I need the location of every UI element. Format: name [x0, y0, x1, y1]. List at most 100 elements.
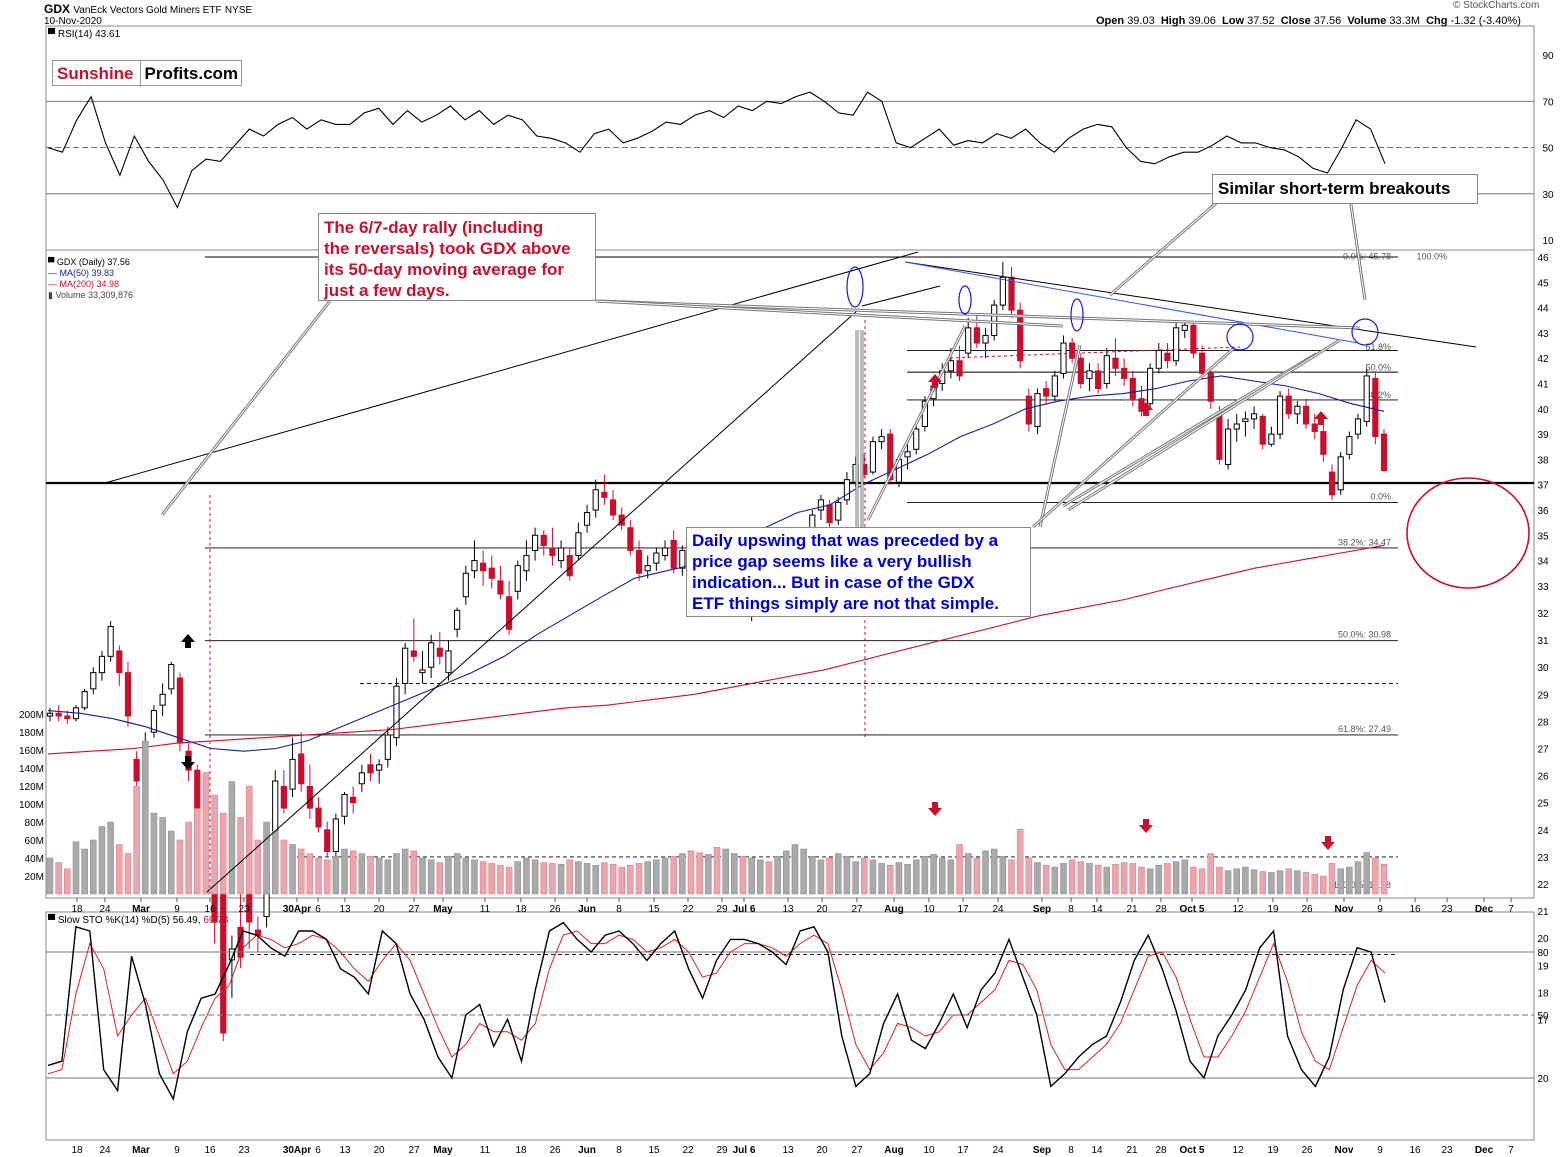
candle-body — [670, 539, 677, 569]
volume-bar — [194, 808, 201, 895]
price-tick-label: 25 — [1537, 799, 1549, 810]
volume-bar — [765, 861, 773, 895]
date-tick-label: 7 — [1508, 1145, 1514, 1156]
candle-body — [1320, 431, 1327, 455]
date-tick-label: 27 — [408, 1145, 420, 1156]
fib-level-label: 61.8%: 27.49 — [1338, 724, 1391, 734]
annotation-breakouts: Similar short-term breakouts — [1212, 174, 1478, 204]
volume-bar — [289, 844, 296, 895]
candle-body — [506, 596, 513, 630]
candle-body — [462, 572, 469, 598]
volume-bar — [575, 861, 582, 895]
volume-bar — [358, 853, 366, 895]
candle-body — [350, 796, 357, 804]
candle-body — [90, 672, 97, 690]
volume-bar — [739, 855, 747, 895]
date-tick-label: 29 — [716, 904, 728, 915]
candle-body — [999, 276, 1006, 306]
volume-bar — [228, 781, 236, 895]
date-tick-label: Jul 6 — [733, 1145, 756, 1156]
candle-body — [133, 758, 140, 782]
volume-legend: ▮ Volume 33,309,876 — [48, 290, 134, 300]
volume-bar — [990, 848, 998, 895]
volume-bar — [583, 863, 591, 895]
volume-bar — [1328, 863, 1336, 895]
volume-bar — [1294, 870, 1301, 895]
date-tick-label: 18 — [515, 1145, 527, 1156]
price-tick-label: 39 — [1537, 430, 1549, 441]
volume-bar — [393, 853, 400, 895]
candle-body — [1285, 395, 1292, 415]
date-tick-label: 27 — [851, 1145, 863, 1156]
volume-bar — [332, 855, 340, 895]
candle-body — [1233, 423, 1240, 430]
volume-bar — [367, 855, 374, 895]
candle-body — [1250, 413, 1258, 420]
date-tick-label: 15 — [648, 1145, 660, 1156]
price-tick-label: 40 — [1537, 405, 1549, 416]
volume-bar — [644, 861, 651, 895]
candle-body — [635, 549, 643, 574]
price-tick-label: 46 — [1537, 253, 1549, 264]
candle-body — [1190, 324, 1197, 354]
up-arrow-icon — [1314, 411, 1328, 425]
volume-bar — [419, 857, 426, 895]
volume-bar — [886, 864, 894, 895]
date-tick-label: 18 — [71, 1145, 83, 1156]
stochastic-frame — [45, 911, 1535, 1141]
volume-bar — [531, 859, 539, 895]
candle-body — [991, 304, 998, 336]
volume-bar — [696, 852, 703, 895]
candle-body — [549, 547, 556, 557]
volume-bar — [219, 812, 227, 895]
date-tick-label: 20 — [816, 904, 828, 915]
volume-bar — [835, 853, 842, 895]
date-tick-label: 26 — [549, 904, 561, 915]
volume-bar — [982, 850, 989, 895]
volume-bar — [973, 857, 981, 895]
price-tick-label: 34 — [1537, 557, 1549, 568]
sto-tick-label: 50 — [1537, 1011, 1549, 1022]
volume-bar — [774, 855, 781, 895]
volume-bar — [436, 862, 444, 895]
volume-bar — [202, 772, 210, 895]
volume-tick-label: 140M — [19, 764, 44, 775]
candle-body — [887, 433, 894, 481]
volume-bar — [852, 861, 859, 895]
rsi-line — [47, 91, 1386, 209]
annotation-pointer-inner — [1062, 353, 1317, 507]
volume-bar — [1198, 868, 1206, 895]
rsi-tick-label: 70 — [1542, 97, 1554, 108]
candle-body — [46, 712, 54, 717]
volume-bar — [55, 862, 62, 895]
fib-level-label: 50.0%: 30.98 — [1338, 630, 1391, 640]
candle-body — [150, 710, 158, 733]
breakout-circle — [1351, 318, 1379, 346]
date-tick-label: 30Apr — [283, 1145, 311, 1156]
exchange: NYSE — [224, 5, 253, 16]
volume-bar — [1077, 861, 1085, 895]
volume-bar — [679, 853, 686, 895]
volume-bar — [1025, 857, 1033, 895]
date-tick-label: 23 — [238, 1145, 250, 1156]
candle-body — [1051, 375, 1058, 397]
volume-bar — [297, 848, 305, 895]
candle-body — [1086, 370, 1093, 379]
volume-bar — [861, 857, 868, 895]
price-tick-label: 27 — [1537, 745, 1549, 756]
candle-body — [358, 772, 365, 785]
date-tick-label: 16 — [204, 1145, 216, 1156]
candle-body — [1198, 352, 1206, 374]
volume-bar — [1250, 869, 1258, 895]
price-tick-label: 33 — [1537, 582, 1549, 593]
volume-bar — [505, 866, 513, 895]
price-tick-label: 38 — [1537, 455, 1549, 466]
price-tick-label: 24 — [1537, 826, 1549, 837]
candle-body — [107, 626, 114, 657]
date-tick-label: 28 — [1155, 1145, 1167, 1156]
candle-body — [1181, 324, 1188, 331]
volume-bar — [609, 864, 617, 895]
annotation-pointer-inner — [595, 300, 1361, 329]
candle-body — [583, 512, 591, 526]
